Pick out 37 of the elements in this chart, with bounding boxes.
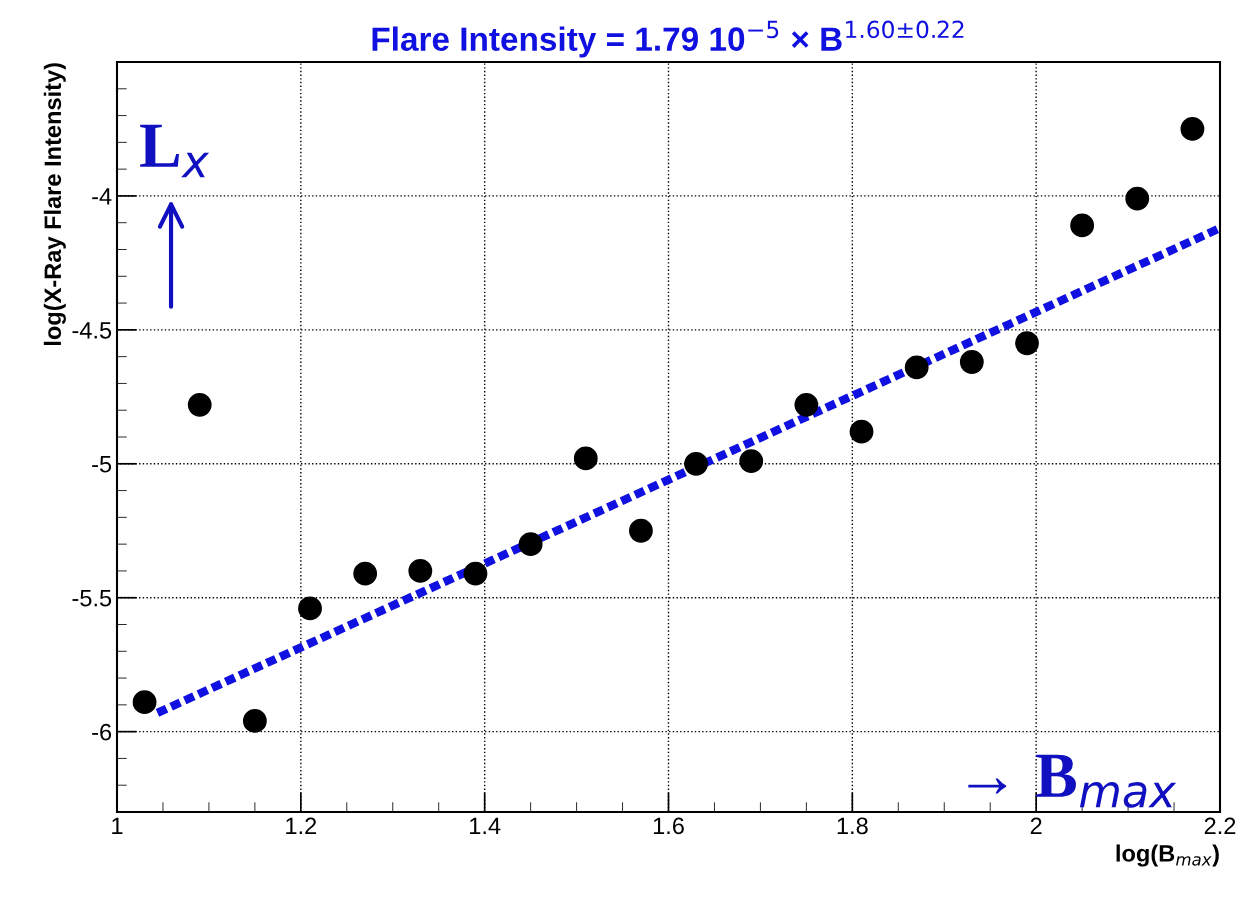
point: [849, 419, 874, 444]
annotation: L$_{x}$: [140, 124, 210, 178]
point: [1125, 186, 1150, 211]
y-tick-label: -4.5: [72, 322, 112, 339]
x-tick-label: 1.2: [286, 817, 317, 834]
y-axis-title: log(X-Ray Flare Intensity): [43, 63, 66, 346]
point: [794, 392, 819, 417]
y-tick-label: -5: [92, 456, 112, 473]
point: [1180, 117, 1205, 141]
x-axis-title: log(B$_{max}$): [1116, 844, 1219, 867]
point: [353, 561, 378, 586]
y-tick-label: -4: [92, 188, 112, 205]
point: [132, 690, 157, 715]
y-tick-label: -5.5: [72, 590, 112, 607]
point: [187, 392, 212, 417]
point: [684, 451, 708, 476]
point: [959, 350, 984, 374]
point: [1015, 331, 1039, 356]
point: [242, 709, 267, 733]
annotation: → B$_{max}$: [968, 754, 1177, 808]
x-tick-label: 1.8: [837, 817, 868, 835]
y-tick-label: -6: [92, 723, 112, 741]
point: [518, 532, 543, 557]
point: [629, 518, 653, 543]
point: [463, 561, 488, 586]
chart-title: Flare Intensity = 1.79 10$^{−5}$ × B$^{1.60±0.22}$: [372, 20, 964, 58]
x-tick-label: 2: [1030, 817, 1042, 834]
x-tick-label: 2.2: [1204, 817, 1236, 834]
x-tick-label: 1.4: [470, 817, 501, 834]
point: [408, 559, 433, 583]
point: [298, 596, 322, 621]
point: [739, 449, 764, 473]
x-tick-label: 1: [112, 817, 123, 834]
point: [1070, 213, 1095, 238]
point: [573, 446, 598, 471]
x-tick-label: 1.6: [653, 817, 684, 835]
point: [904, 355, 929, 380]
